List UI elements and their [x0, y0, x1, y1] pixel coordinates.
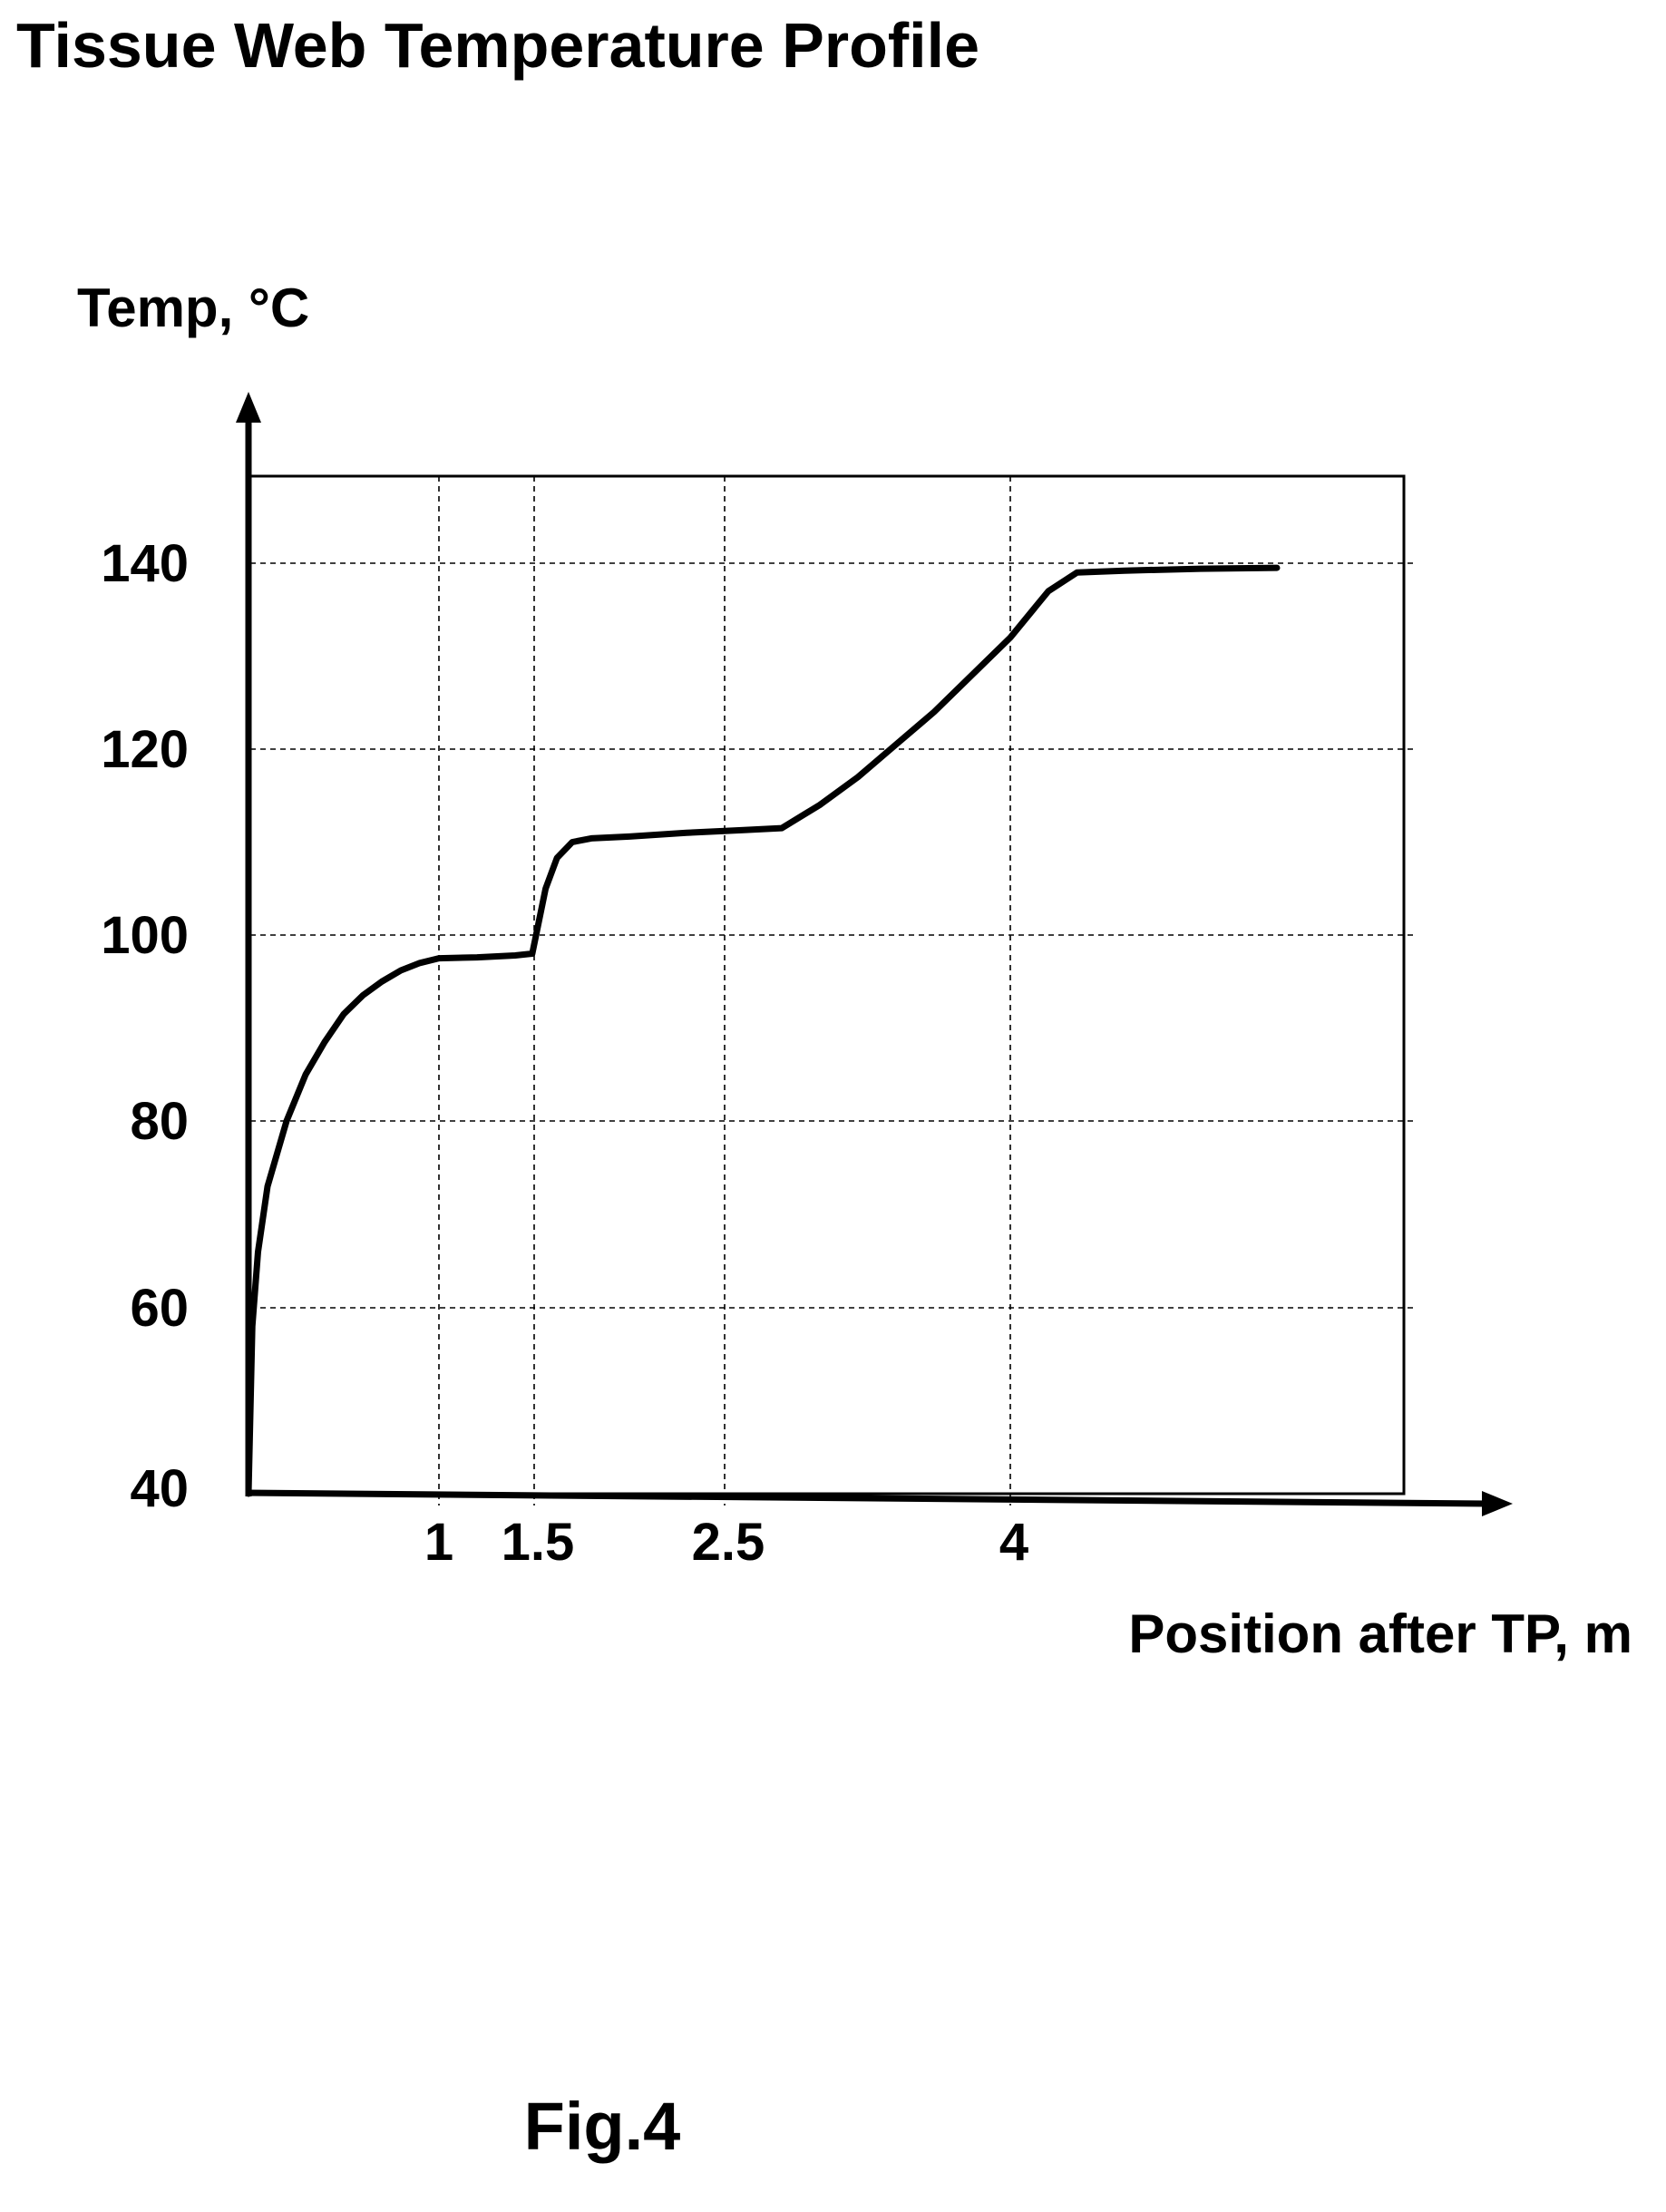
- y-axis-arrow-icon: [236, 392, 261, 423]
- y-tick-label: 100: [101, 906, 189, 965]
- x-axis-arrow-icon: [1482, 1491, 1513, 1516]
- y-tick-label: 40: [130, 1459, 189, 1518]
- page-title: Tissue Web Temperature Profile: [16, 10, 979, 81]
- plot-frame: [248, 474, 1406, 1496]
- grid: [250, 476, 1415, 1506]
- x-tick-label: 4: [999, 1513, 1028, 1572]
- y-axis-label: Temp, °C: [77, 278, 309, 338]
- axes: [236, 392, 1513, 1516]
- y-tick-label: 80: [130, 1092, 189, 1151]
- figure-label: Fig.4: [524, 2089, 681, 2164]
- x-axis: [245, 1489, 1488, 1507]
- x-axis-label: Position after TP, m: [1128, 1603, 1632, 1664]
- y-tick-label: 140: [101, 534, 189, 593]
- y-tick-label: 60: [130, 1279, 189, 1338]
- x-tick-label: 2.5: [692, 1513, 765, 1572]
- y-tick-labels: 40 60 80 100 120 140: [101, 534, 189, 1518]
- series-line-temperature: [245, 564, 1281, 1497]
- x-tick-label: 1: [424, 1513, 453, 1572]
- x-tick-label: 1.5: [502, 1513, 575, 1572]
- x-tick-labels: 1 1.5 2.5 4: [424, 1513, 1028, 1572]
- y-tick-label: 120: [101, 720, 189, 779]
